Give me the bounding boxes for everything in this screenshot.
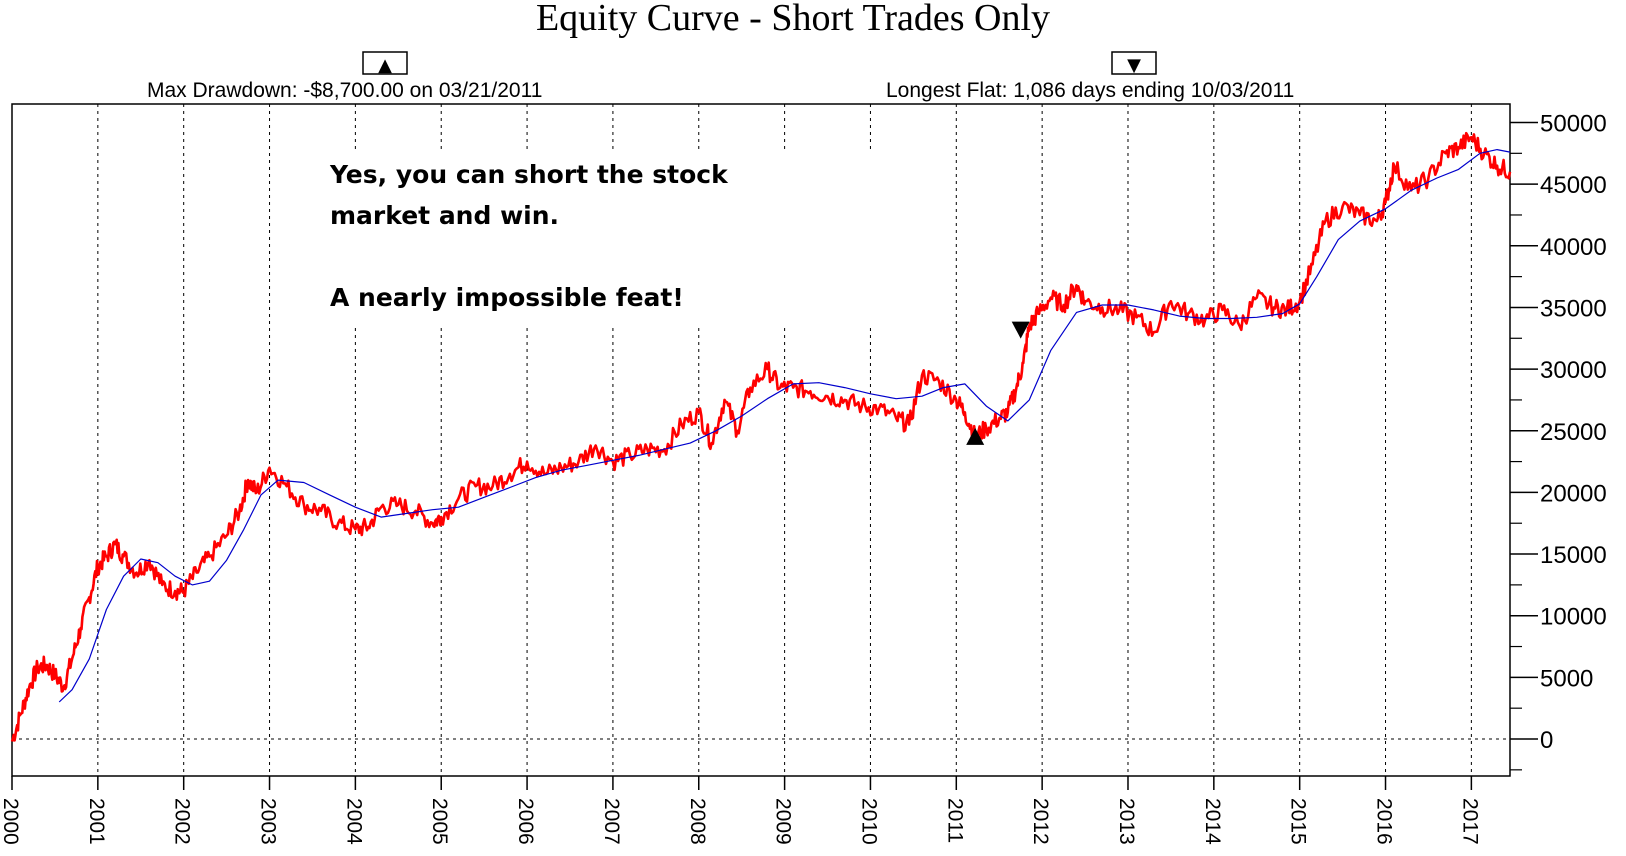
- annotation-background: [320, 150, 880, 325]
- x-tick-label: 2009: [772, 798, 795, 845]
- y-tick-label: 45000: [1540, 172, 1607, 199]
- y-axis: 0 5000 10000 15000 20000 25000 30000 35000 40000…: [1510, 110, 1607, 771]
- marker-layer: [966, 321, 1030, 445]
- max-drawdown-marker-box: [362, 51, 408, 75]
- x-tick-label: 2001: [85, 798, 108, 845]
- y-tick-label: 20000: [1540, 480, 1607, 507]
- y-tick-label: 15000: [1540, 542, 1607, 569]
- stats-header: ▲ ▼ Max Drawdown: -$8,700.00 on 03/21/20…: [147, 51, 1294, 102]
- y-tick-label: 0: [1540, 727, 1553, 754]
- x-tick-label: 2013: [1115, 798, 1138, 845]
- annotation-line-3: A nearly impossible feat!: [330, 283, 684, 312]
- drawdown-marker-up: [966, 427, 985, 445]
- y-tick-label: 25000: [1540, 419, 1607, 446]
- x-tick-label: 2002: [171, 798, 194, 845]
- longest-flat-marker: ▼: [1127, 55, 1141, 76]
- x-tick-label: 2012: [1029, 798, 1052, 845]
- series-layer: [10, 131, 1512, 742]
- x-tick-label: 2014: [1201, 798, 1224, 845]
- x-tick-label: 2008: [686, 798, 709, 845]
- longest-flat-text: Longest Flat: 1,086 days ending 10/03/20…: [886, 79, 1294, 102]
- y-tick-label: 30000: [1540, 357, 1607, 384]
- flat-marker-down: [1011, 321, 1030, 339]
- longest-flat-marker-box: [1111, 51, 1157, 75]
- x-tick-label: 2011: [943, 798, 966, 843]
- average-series-line: [58, 149, 1511, 703]
- y-tick-label: 50000: [1540, 110, 1607, 137]
- x-tick-label: 2007: [600, 798, 623, 845]
- x-tick-label: 2015: [1287, 798, 1310, 845]
- x-tick-label: 2017: [1458, 798, 1481, 845]
- annotation-line-2: market and win.: [330, 201, 559, 230]
- y-tick-label: 10000: [1540, 604, 1607, 631]
- y-tick-label: 40000: [1540, 234, 1607, 261]
- max-drawdown-marker: ▲: [378, 55, 392, 76]
- x-axis: 2000 2001 2002 2003 2004 2005 2006 2007 2008 2009…: [0, 776, 1481, 845]
- x-tick-label: 2005: [428, 798, 451, 845]
- x-tick-label: 2006: [514, 798, 537, 845]
- y-tick-label: 35000: [1540, 295, 1607, 322]
- plot-frame: [11, 103, 1511, 777]
- x-tick-label: 2000: [0, 798, 22, 845]
- annotation-line-1: Yes, you can short the stock: [329, 160, 729, 189]
- x-tick-label: 2010: [857, 798, 880, 845]
- x-tick-label: 2003: [257, 798, 280, 845]
- chart-title: Equity Curve - Short Trades Only: [536, 0, 1050, 39]
- y-tick-label: 5000: [1540, 665, 1593, 692]
- x-tick-label: 2016: [1373, 798, 1396, 845]
- max-drawdown-text: Max Drawdown: -$8,700.00 on 03/21/2011: [147, 79, 542, 102]
- equity-series-line: [10, 131, 1512, 742]
- x-tick-label: 2004: [342, 798, 365, 845]
